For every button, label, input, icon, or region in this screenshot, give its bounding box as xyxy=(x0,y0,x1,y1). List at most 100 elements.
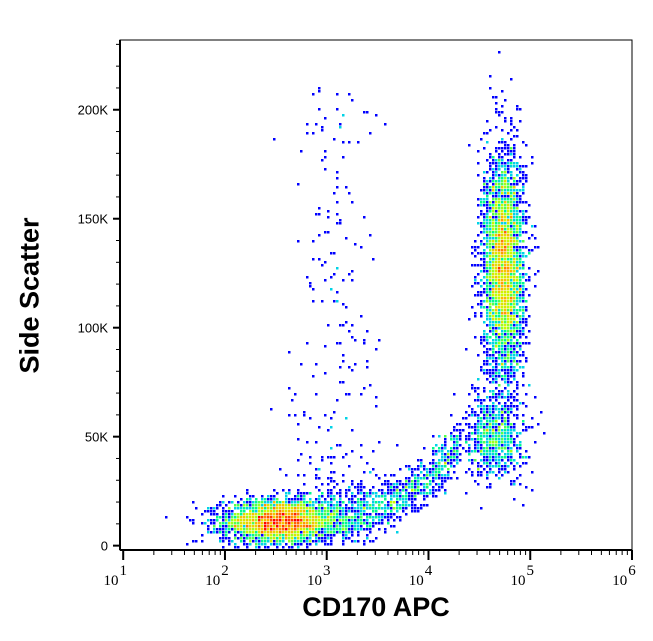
density-cell xyxy=(411,480,414,483)
density-cell xyxy=(483,243,486,246)
density-cell xyxy=(267,534,270,537)
density-cell xyxy=(465,411,468,414)
density-cell xyxy=(396,486,399,489)
density-cell xyxy=(507,282,510,285)
density-cell xyxy=(510,219,513,222)
density-cell xyxy=(516,237,519,240)
density-cell xyxy=(222,510,225,513)
density-cell xyxy=(318,516,321,519)
density-cell xyxy=(507,183,510,186)
density-cell xyxy=(306,531,309,534)
density-cell xyxy=(360,489,363,492)
density-cell xyxy=(495,180,498,183)
density-cell xyxy=(273,543,276,546)
density-cell xyxy=(507,396,510,399)
density-cell xyxy=(492,270,495,273)
density-cell xyxy=(501,324,504,327)
density-cell xyxy=(519,324,522,327)
density-cell xyxy=(489,330,492,333)
density-cell xyxy=(387,492,390,495)
density-cell xyxy=(513,426,516,429)
density-cell xyxy=(498,282,501,285)
density-cell xyxy=(360,510,363,513)
density-cell xyxy=(345,321,348,324)
density-cell xyxy=(492,258,495,261)
density-cell xyxy=(303,540,306,543)
density-cell xyxy=(507,339,510,342)
density-cell xyxy=(492,417,495,420)
density-cell xyxy=(498,468,501,471)
density-cell xyxy=(468,318,471,321)
x-tick-label: 102 xyxy=(205,563,229,589)
density-cell xyxy=(333,456,336,459)
density-cell xyxy=(507,165,510,168)
density-cell xyxy=(516,210,519,213)
density-cell xyxy=(489,414,492,417)
density-cell xyxy=(363,486,366,489)
density-cell xyxy=(417,468,420,471)
density-cell xyxy=(273,504,276,507)
density-cell xyxy=(528,330,531,333)
density-cell xyxy=(489,204,492,207)
density-cell xyxy=(504,174,507,177)
density-cell xyxy=(372,450,375,453)
density-cell xyxy=(456,456,459,459)
density-cell xyxy=(510,372,513,375)
density-cell xyxy=(351,504,354,507)
density-cell xyxy=(267,525,270,528)
density-cell xyxy=(501,348,504,351)
density-cell xyxy=(351,483,354,486)
density-cell xyxy=(474,423,477,426)
density-cell xyxy=(492,264,495,267)
density-cell xyxy=(501,159,504,162)
density-cell xyxy=(252,537,255,540)
density-cell xyxy=(507,171,510,174)
density-cell xyxy=(504,267,507,270)
density-cell xyxy=(297,504,300,507)
density-cell xyxy=(480,474,483,477)
density-cell xyxy=(393,486,396,489)
density-cell xyxy=(258,507,261,510)
density-cell xyxy=(390,516,393,519)
density-cell xyxy=(354,540,357,543)
density-cell xyxy=(252,516,255,519)
density-cell xyxy=(504,258,507,261)
density-cell xyxy=(408,468,411,471)
density-cell xyxy=(339,504,342,507)
density-cell xyxy=(522,216,525,219)
density-cell xyxy=(306,504,309,507)
density-cell xyxy=(513,465,516,468)
density-cell xyxy=(309,504,312,507)
density-cell xyxy=(435,471,438,474)
density-cell xyxy=(390,507,393,510)
density-cell xyxy=(336,510,339,513)
density-cell xyxy=(294,522,297,525)
density-cell xyxy=(267,519,270,522)
density-cell xyxy=(480,300,483,303)
density-cell xyxy=(480,264,483,267)
density-cell xyxy=(492,309,495,312)
density-cell xyxy=(288,507,291,510)
density-cell xyxy=(261,504,264,507)
density-cell xyxy=(303,528,306,531)
density-cell xyxy=(474,246,477,249)
density-cell xyxy=(405,504,408,507)
density-cell xyxy=(468,447,471,450)
density-cell xyxy=(381,516,384,519)
density-cell xyxy=(366,462,369,465)
density-cell xyxy=(411,498,414,501)
density-cell xyxy=(513,126,516,129)
density-cell xyxy=(495,165,498,168)
density-cell xyxy=(480,201,483,204)
density-cell xyxy=(264,498,267,501)
density-cell xyxy=(483,249,486,252)
density-cell xyxy=(522,288,525,291)
density-cell xyxy=(324,534,327,537)
density-cell xyxy=(477,396,480,399)
density-cell xyxy=(510,255,513,258)
density-cell xyxy=(447,450,450,453)
density-cell xyxy=(510,240,513,243)
density-cell xyxy=(297,537,300,540)
density-cell xyxy=(255,501,258,504)
density-cell xyxy=(513,210,516,213)
